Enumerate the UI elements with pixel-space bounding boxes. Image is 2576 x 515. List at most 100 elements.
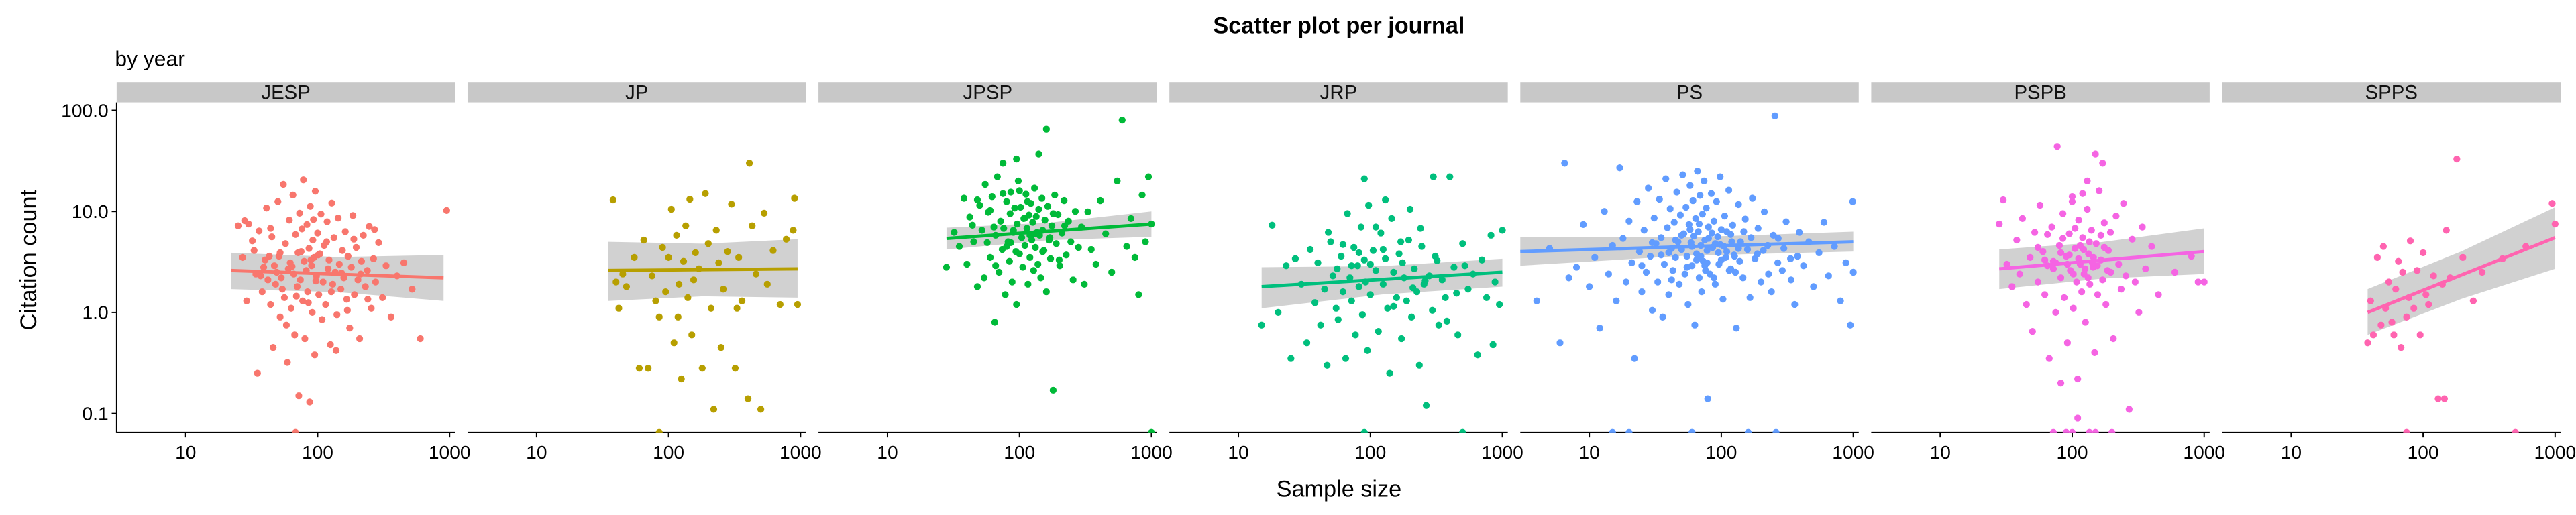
data-point (2459, 253, 2467, 262)
data-point (619, 270, 627, 278)
data-point (2029, 327, 2036, 335)
data-point (1002, 291, 1009, 298)
data-point (1364, 347, 1371, 354)
data-point (1746, 294, 1754, 302)
data-point (254, 369, 261, 377)
data-point (1127, 215, 1135, 222)
data-point (999, 160, 1007, 167)
data-point (2091, 349, 2098, 357)
x-tick-label: 100 (1004, 442, 1035, 463)
data-point (1422, 402, 1430, 409)
data-point (1697, 192, 1704, 199)
data-point (387, 313, 395, 321)
data-point (2390, 331, 2398, 339)
data-point (1561, 160, 1568, 167)
panel-jrp: JRP 10 100 1000 (1169, 82, 1523, 463)
data-point (1609, 241, 1616, 249)
data-point (1609, 428, 1616, 433)
data-point (973, 196, 981, 204)
data-point (1743, 245, 1752, 253)
data-point (986, 207, 994, 215)
data-point (1092, 260, 1099, 268)
data-point (1474, 351, 1481, 359)
data-point (1334, 265, 1341, 273)
data-point (782, 235, 790, 243)
data-point (1358, 311, 1366, 319)
facet-strip-label: JESP (261, 82, 310, 104)
data-point (243, 297, 250, 304)
data-point (2440, 395, 2448, 402)
data-point (2379, 243, 2387, 250)
regression-line (1520, 240, 1854, 253)
data-point (280, 180, 287, 188)
data-point (1491, 278, 1499, 286)
data-point (2059, 210, 2067, 217)
data-point (1084, 208, 1091, 216)
data-point (1377, 229, 1385, 237)
data-point (2086, 428, 2093, 433)
data-point (986, 253, 994, 262)
data-point (951, 229, 958, 236)
x-tick-label: 1000 (780, 442, 822, 463)
data-point (360, 231, 367, 239)
data-point (1135, 291, 1142, 298)
data-point (981, 180, 989, 188)
data-point (2052, 308, 2059, 317)
data-point (1348, 297, 1355, 304)
data-point (1849, 268, 1857, 276)
data-point (1669, 267, 1676, 274)
data-point (2399, 268, 2406, 276)
data-point (2478, 268, 2486, 276)
data-point (292, 292, 300, 300)
data-point (746, 160, 753, 167)
data-point (327, 288, 335, 296)
data-point (2120, 200, 2127, 207)
data-point (790, 227, 797, 234)
data-point (1772, 428, 1780, 433)
data-point (2084, 274, 2092, 282)
facet-strip (116, 82, 455, 103)
data-point (1388, 215, 1395, 222)
data-point (1382, 196, 1389, 204)
data-point (674, 313, 682, 321)
data-point (662, 288, 669, 296)
data-point (2395, 258, 2402, 265)
data-point (2085, 250, 2092, 258)
data-point (1683, 252, 1690, 260)
data-point (682, 222, 690, 229)
data-point (1672, 236, 1679, 244)
data-point (1372, 267, 1380, 274)
data-point (1572, 264, 1580, 271)
data-point (955, 243, 963, 250)
data-point (289, 191, 297, 199)
data-point (1735, 201, 1742, 209)
data-point (284, 359, 291, 366)
data-point (715, 259, 722, 267)
data-point (1787, 255, 1794, 262)
data-point (969, 221, 976, 229)
data-point (2453, 155, 2461, 163)
data-point (1644, 184, 1652, 192)
data-point (2034, 243, 2042, 251)
scatter-points (609, 160, 802, 433)
data-point (1354, 262, 1361, 270)
data-point (2057, 380, 2065, 387)
data-point (297, 248, 305, 255)
data-point (1591, 253, 1599, 262)
data-point (1749, 194, 1756, 202)
x-tick-label: 10 (526, 442, 547, 463)
data-point (1658, 234, 1665, 241)
data-point (267, 225, 274, 232)
data-point (371, 226, 378, 233)
data-point (2100, 219, 2108, 227)
data-point (1075, 243, 1082, 251)
data-point (1825, 272, 1832, 280)
data-point (1847, 321, 1854, 329)
data-point (269, 344, 277, 351)
data-point (1646, 252, 1654, 260)
data-point (2099, 160, 2106, 167)
data-point (2392, 286, 2400, 293)
data-point (2106, 229, 2114, 236)
data-point (1729, 221, 1737, 229)
data-point (1454, 331, 1462, 339)
